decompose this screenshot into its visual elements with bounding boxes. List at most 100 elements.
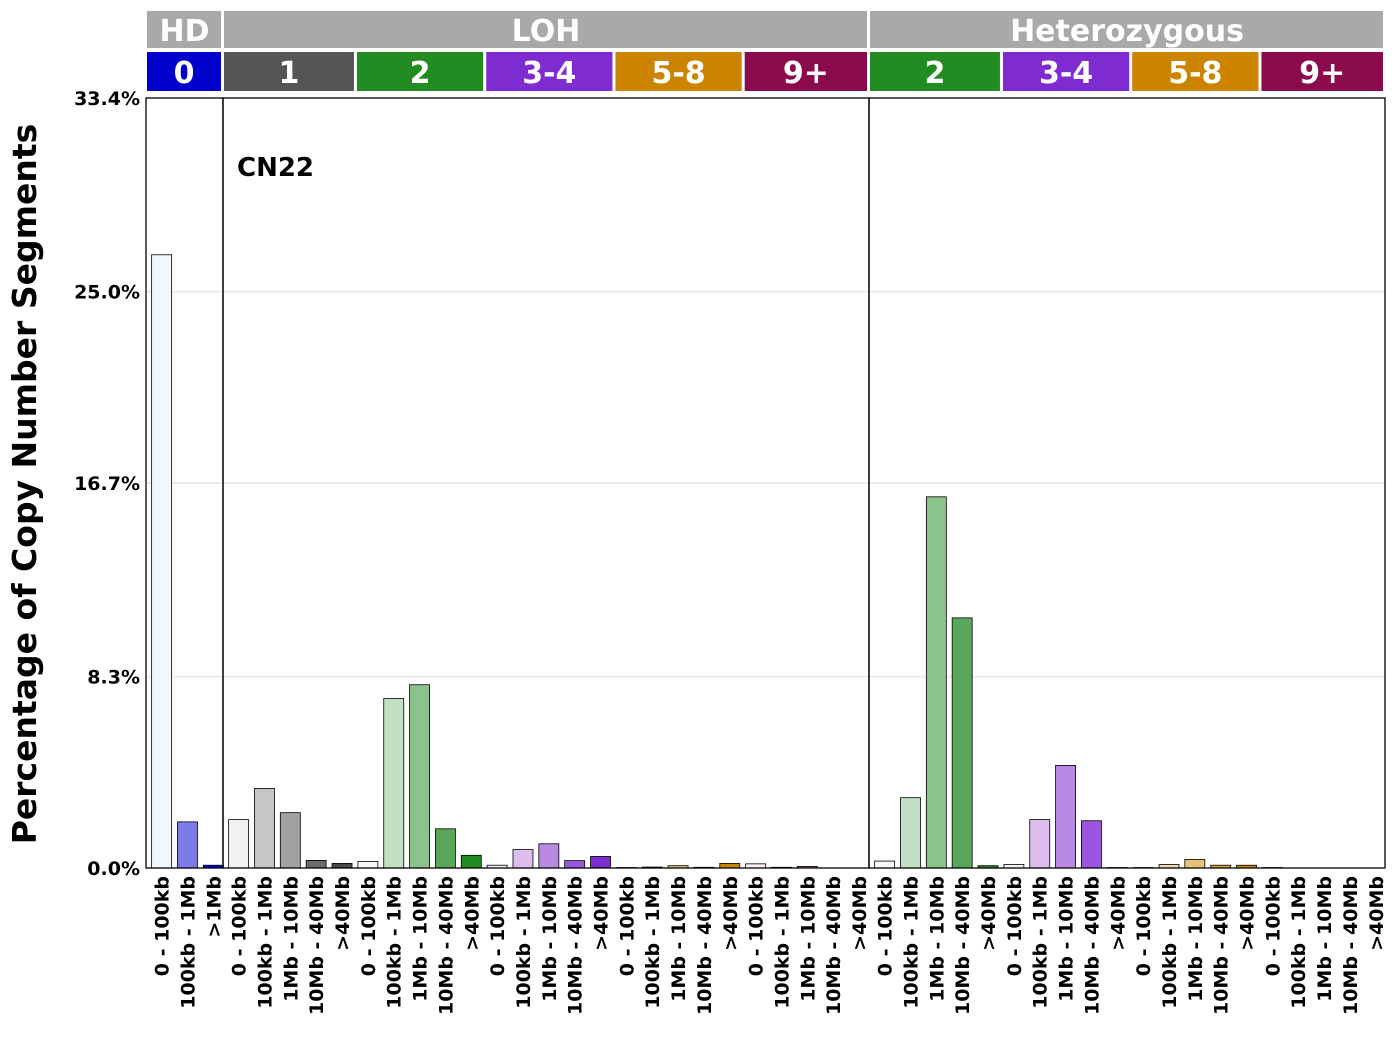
group-strip — [615, 52, 742, 91]
bar — [951, 617, 973, 869]
group-strip — [147, 52, 221, 91]
x-tick-label: 1Mb - 10Mb — [797, 876, 819, 1002]
x-tick-label: 10Mb - 40Mb — [1081, 876, 1103, 1015]
x-tick-label: >1Mb — [203, 876, 225, 938]
group-strip-label: 5-8 — [1168, 56, 1222, 91]
bar — [564, 860, 586, 869]
group-strip-label: 3-4 — [522, 56, 576, 91]
x-tick-label: 10Mb - 40Mb — [694, 876, 716, 1015]
x-tick-label: 100kb - 1Mb — [513, 876, 535, 1009]
group-strip-label: 3-4 — [1039, 56, 1093, 91]
group-strip-label: 2 — [410, 56, 431, 91]
x-tick-label: >40Mb — [720, 876, 742, 951]
y-axis-label: Percentage of Copy Number Segments — [5, 124, 44, 845]
bar — [151, 254, 173, 869]
strip-label: LOH — [512, 14, 581, 49]
x-tick-label: 100kb - 1Mb — [177, 876, 199, 1009]
x-tick-label: >40Mb — [1237, 876, 1259, 951]
x-tick-label: 10Mb - 40Mb — [565, 876, 587, 1015]
bar — [719, 862, 741, 869]
x-tick-label: 1Mb - 10Mb — [410, 876, 432, 1002]
bar — [1055, 765, 1076, 869]
panel-frames — [145, 97, 1386, 869]
x-tick-label: 100kb - 1Mb — [1030, 876, 1052, 1009]
x-axis-ticks: 0 - 100kb 100kb - 1Mb >1Mb 0 - 100kb 100kb -… — [152, 876, 1388, 1015]
x-tick-label: 10Mb - 40Mb — [823, 876, 845, 1015]
bar — [177, 821, 198, 869]
x-tick-label: 10Mb - 40Mb — [435, 876, 457, 1015]
bar — [1184, 859, 1206, 869]
x-tick-label: 1Mb - 10Mb — [539, 876, 561, 1002]
x-tick-label: 1Mb - 10Mb — [926, 876, 948, 1002]
strip-label: HD — [159, 14, 209, 49]
x-tick-label: 0 - 100kb — [358, 876, 380, 976]
x-tick-label: 0 - 100kb — [616, 876, 638, 976]
bar — [279, 812, 301, 869]
group-strip-label: 2 — [925, 56, 946, 91]
group-strip-label: 5-8 — [651, 56, 705, 91]
x-tick-label: 1Mb - 10Mb — [1056, 876, 1078, 1002]
bar — [900, 797, 921, 869]
bar — [383, 698, 405, 869]
x-tick-label: 1Mb - 10Mb — [668, 876, 690, 1002]
bar — [460, 854, 482, 869]
bar — [254, 788, 275, 869]
bar — [590, 856, 611, 869]
group-strip-label: 9+ — [1299, 56, 1345, 91]
x-tick-label: >40Mb — [332, 876, 354, 951]
facet-strips: HD LOH Heterozygous 0 1 2 3-4 5-8 9+ 2 3-4 5-8 9+ — [147, 11, 1383, 91]
bar — [1029, 819, 1051, 869]
bar — [228, 819, 250, 869]
group-strip — [1132, 52, 1259, 91]
x-tick-label: 10Mb - 40Mb — [1211, 876, 1233, 1015]
x-tick-label: 0 - 100kb — [1262, 876, 1284, 976]
x-tick-label: >40Mb — [1366, 876, 1388, 951]
bars — [151, 254, 1283, 869]
x-tick-label: 0 - 100kb — [1133, 876, 1155, 976]
x-tick-label: 1Mb - 10Mb — [1314, 876, 1336, 1002]
group-strip — [744, 52, 867, 91]
x-tick-label: 100kb - 1Mb — [384, 876, 406, 1009]
group-strip — [486, 52, 613, 91]
bar — [357, 861, 379, 869]
bar — [409, 684, 430, 869]
x-tick-label: 10Mb - 40Mb — [1340, 876, 1362, 1015]
group-strip — [870, 52, 1000, 91]
group-strip-label: 0 — [174, 56, 195, 91]
y-tick-label: 0.0% — [87, 858, 140, 880]
x-tick-label: 10Mb - 40Mb — [306, 876, 328, 1015]
bar — [512, 849, 534, 869]
y-tick-label: 16.7% — [74, 473, 140, 495]
x-tick-label: >40Mb — [978, 876, 1000, 951]
x-tick-label: 100kb - 1Mb — [1159, 876, 1181, 1009]
strip-loh — [224, 11, 867, 48]
chart-annotation: CN22 — [237, 153, 314, 183]
x-tick-label: 0 - 100kb — [152, 876, 174, 976]
x-tick-label: 100kb - 1Mb — [900, 876, 922, 1009]
bar — [305, 859, 327, 869]
x-tick-label: 0 - 100kb — [487, 876, 509, 976]
bar — [538, 843, 560, 869]
y-tick-label: 25.0% — [74, 282, 140, 304]
x-tick-label: >40Mb — [1107, 876, 1129, 951]
group-strip — [356, 52, 484, 91]
strip-heterozygous — [870, 11, 1383, 48]
strip-label: Heterozygous — [1010, 14, 1244, 49]
group-strip-label: 9+ — [783, 56, 829, 91]
x-tick-label: 100kb - 1Mb — [642, 876, 664, 1009]
x-tick-label: 100kb - 1Mb — [254, 876, 276, 1009]
strip-hd — [147, 11, 221, 48]
grid-lines — [146, 290, 1385, 678]
bar — [874, 860, 896, 869]
x-tick-label: 100kb - 1Mb — [1288, 876, 1310, 1009]
y-tick-label: 33.4% — [74, 88, 140, 110]
group-strip — [1002, 52, 1130, 91]
y-axis-ticks: 0.0% 8.3% 16.7% 25.0% 33.4% — [74, 88, 140, 880]
bar — [435, 828, 456, 869]
x-tick-label: 0 - 100kb — [746, 876, 768, 976]
x-tick-label: 0 - 100kb — [1004, 876, 1026, 976]
group-strip — [224, 52, 354, 91]
bar — [1081, 820, 1102, 869]
x-tick-label: >40Mb — [461, 876, 483, 951]
